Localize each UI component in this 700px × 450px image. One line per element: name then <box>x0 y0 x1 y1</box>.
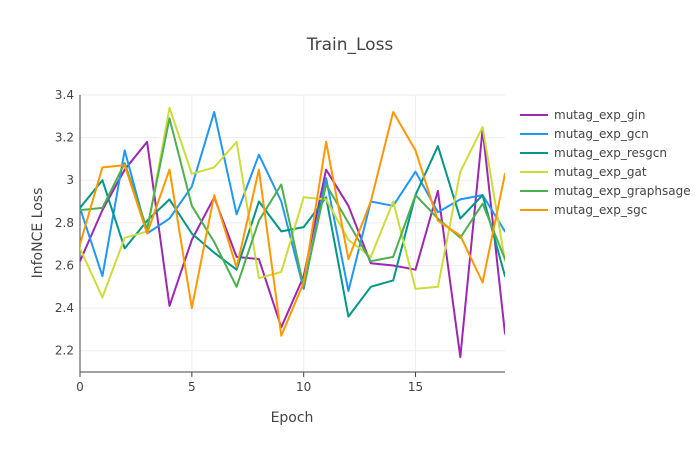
x-tick-label: 0 <box>76 380 84 394</box>
x-tick-label: 15 <box>408 380 423 394</box>
legend-label: mutag_exp_sgc <box>554 203 647 217</box>
series-line-mutag_exp_sgc <box>80 111 505 337</box>
legend-item-mutag_exp_graphsage[interactable]: mutag_exp_graphsage <box>520 184 691 198</box>
axes: 2.2 2.4 2.6 2.8 3 3.2 3.4 0 5 10 15 <box>55 88 505 394</box>
legend-item-mutag_exp_resgcn[interactable]: mutag_exp_resgcn <box>520 146 667 160</box>
legend-item-mutag_exp_gat[interactable]: mutag_exp_gat <box>520 165 647 179</box>
y-tick-label: 2.2 <box>55 344 74 358</box>
y-tick-label: 2.6 <box>55 258 74 272</box>
y-tick-label: 3.2 <box>55 131 74 145</box>
legend-label: mutag_exp_gat <box>554 165 647 179</box>
series-line-mutag_exp_gcn <box>80 111 505 292</box>
y-tick-label: 3.4 <box>55 88 74 102</box>
legend-item-mutag_exp_gin[interactable]: mutag_exp_gin <box>520 108 645 122</box>
legend-label: mutag_exp_graphsage <box>554 184 691 198</box>
y-tick-label: 3 <box>66 173 74 187</box>
x-tick-label: 10 <box>296 380 311 394</box>
x-tick-label: 5 <box>188 380 196 394</box>
y-tick-label: 2.8 <box>55 216 74 230</box>
series-line-mutag_exp_graphsage <box>80 117 505 288</box>
legend-label: mutag_exp_gin <box>554 108 645 122</box>
y-axis-label: InfoNCE Loss <box>30 188 46 279</box>
legend-label: mutag_exp_gcn <box>554 127 649 141</box>
series-line-mutag_exp_resgcn <box>80 145 505 318</box>
legend[interactable]: mutag_exp_gin mutag_exp_gcn mutag_exp_resg… <box>520 108 691 217</box>
x-axis-label: Epoch <box>271 410 314 426</box>
series-lines <box>80 106 505 359</box>
chart-title: Train_Loss <box>306 35 394 55</box>
plot-area <box>80 106 505 359</box>
series-line-mutag_exp_gat <box>80 106 505 299</box>
legend-item-mutag_exp_gcn[interactable]: mutag_exp_gcn <box>520 127 649 141</box>
legend-item-mutag_exp_sgc[interactable]: mutag_exp_sgc <box>520 203 647 217</box>
y-tick-label: 2.4 <box>55 301 74 315</box>
legend-label: mutag_exp_resgcn <box>554 146 667 160</box>
